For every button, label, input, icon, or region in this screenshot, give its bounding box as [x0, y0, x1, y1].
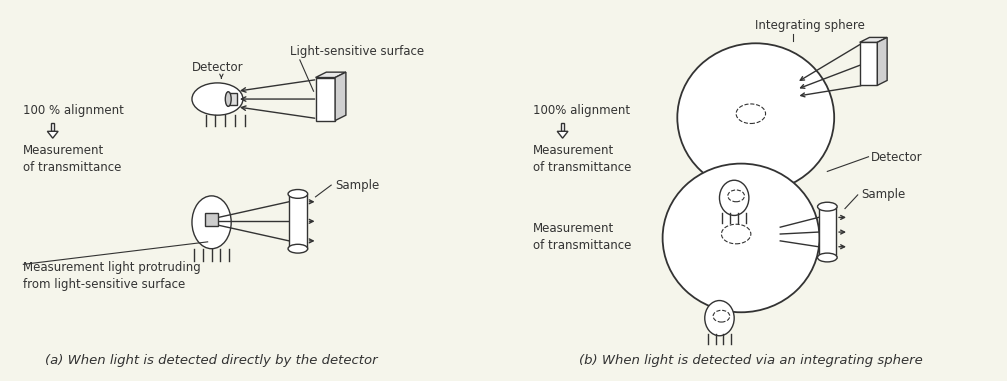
Text: Integrating sphere: Integrating sphere	[754, 19, 865, 32]
Text: 100% alignment: 100% alignment	[533, 104, 630, 117]
Polygon shape	[315, 72, 346, 77]
Polygon shape	[860, 37, 887, 42]
Bar	[289, 194, 307, 249]
Ellipse shape	[719, 180, 749, 215]
Ellipse shape	[663, 163, 820, 312]
Ellipse shape	[226, 92, 232, 106]
Text: Measurement
of transmittance: Measurement of transmittance	[533, 144, 631, 174]
Bar	[819, 207, 836, 258]
Ellipse shape	[192, 196, 232, 249]
Text: (b) When light is detected via an integrating sphere: (b) When light is detected via an integr…	[579, 354, 922, 367]
Ellipse shape	[678, 43, 834, 192]
Ellipse shape	[288, 244, 308, 253]
Text: (a) When light is detected directly by the detector: (a) When light is detected directly by t…	[45, 354, 378, 367]
Text: Detector: Detector	[870, 151, 922, 164]
Bar	[204, 213, 219, 226]
Ellipse shape	[818, 202, 837, 211]
Text: Sample: Sample	[862, 188, 906, 202]
Text: Measurement light protruding
from light-sensitive surface: Measurement light protruding from light-…	[23, 261, 201, 291]
Text: 100 % alignment: 100 % alignment	[23, 104, 124, 117]
Ellipse shape	[288, 189, 308, 199]
Bar	[229, 93, 237, 105]
Bar	[51, 123, 54, 131]
Polygon shape	[557, 131, 568, 138]
Bar	[561, 123, 564, 131]
Text: Sample: Sample	[335, 179, 380, 192]
Ellipse shape	[818, 253, 837, 262]
Polygon shape	[335, 72, 346, 120]
Polygon shape	[860, 42, 877, 85]
Polygon shape	[315, 77, 335, 120]
Text: Measurement
of transmittance: Measurement of transmittance	[23, 144, 122, 174]
Text: Detector: Detector	[191, 61, 244, 74]
Ellipse shape	[192, 83, 243, 115]
Text: Measurement
of transmittance: Measurement of transmittance	[533, 222, 631, 252]
Polygon shape	[877, 37, 887, 85]
Ellipse shape	[705, 301, 734, 336]
Polygon shape	[47, 131, 58, 138]
Text: Light-sensitive surface: Light-sensitive surface	[290, 45, 424, 58]
